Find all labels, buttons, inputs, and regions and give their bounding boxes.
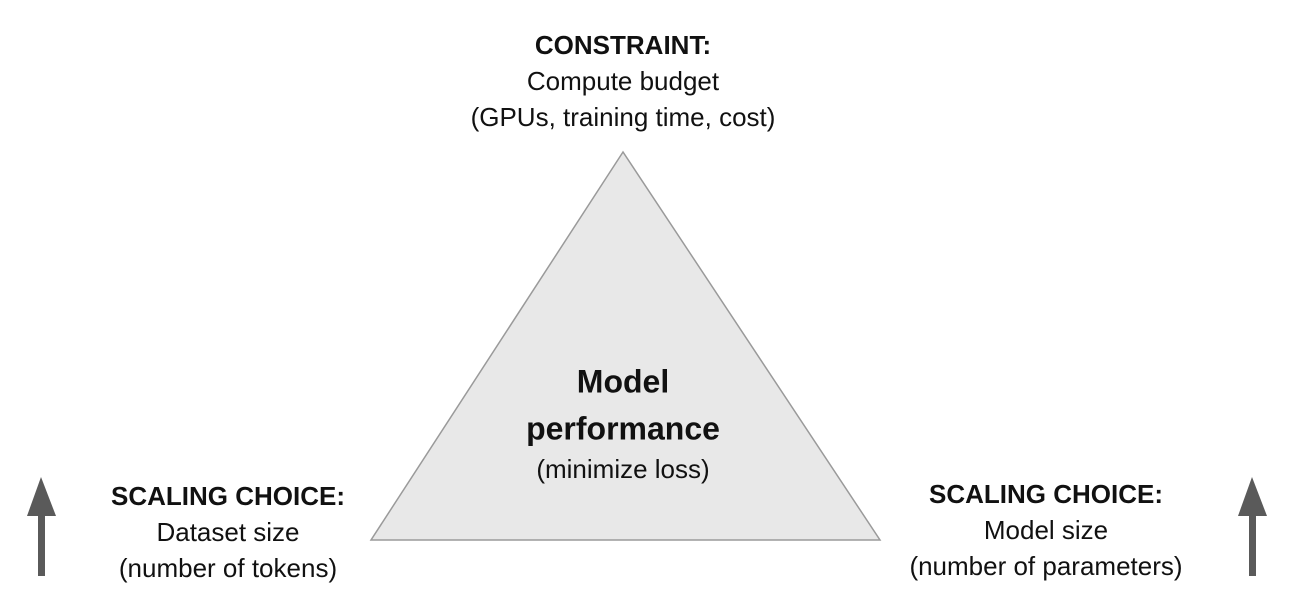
top-line: Compute budget	[527, 66, 720, 96]
triangle	[369, 150, 882, 541]
top-heading: CONSTRAINT:	[535, 30, 711, 60]
left-arrow	[27, 477, 56, 576]
left-line: (number of tokens)	[119, 553, 337, 583]
arrow-head	[27, 477, 56, 516]
center-title: performance	[526, 410, 720, 446]
right-line: Model size	[984, 515, 1108, 545]
arrow-shaft	[38, 510, 45, 576]
arrow-head	[1238, 477, 1267, 516]
top-line: (GPUs, training time, cost)	[471, 102, 776, 132]
right-line: (number of parameters)	[909, 551, 1182, 581]
center-title: Model	[577, 363, 669, 399]
left-line: Dataset size	[156, 517, 299, 547]
right-arrow	[1238, 477, 1267, 576]
left-heading: SCALING CHOICE:	[111, 481, 345, 511]
arrow-shaft	[1249, 510, 1256, 576]
right-heading: SCALING CHOICE:	[929, 479, 1163, 509]
center-subtitle: (minimize loss)	[536, 454, 709, 484]
